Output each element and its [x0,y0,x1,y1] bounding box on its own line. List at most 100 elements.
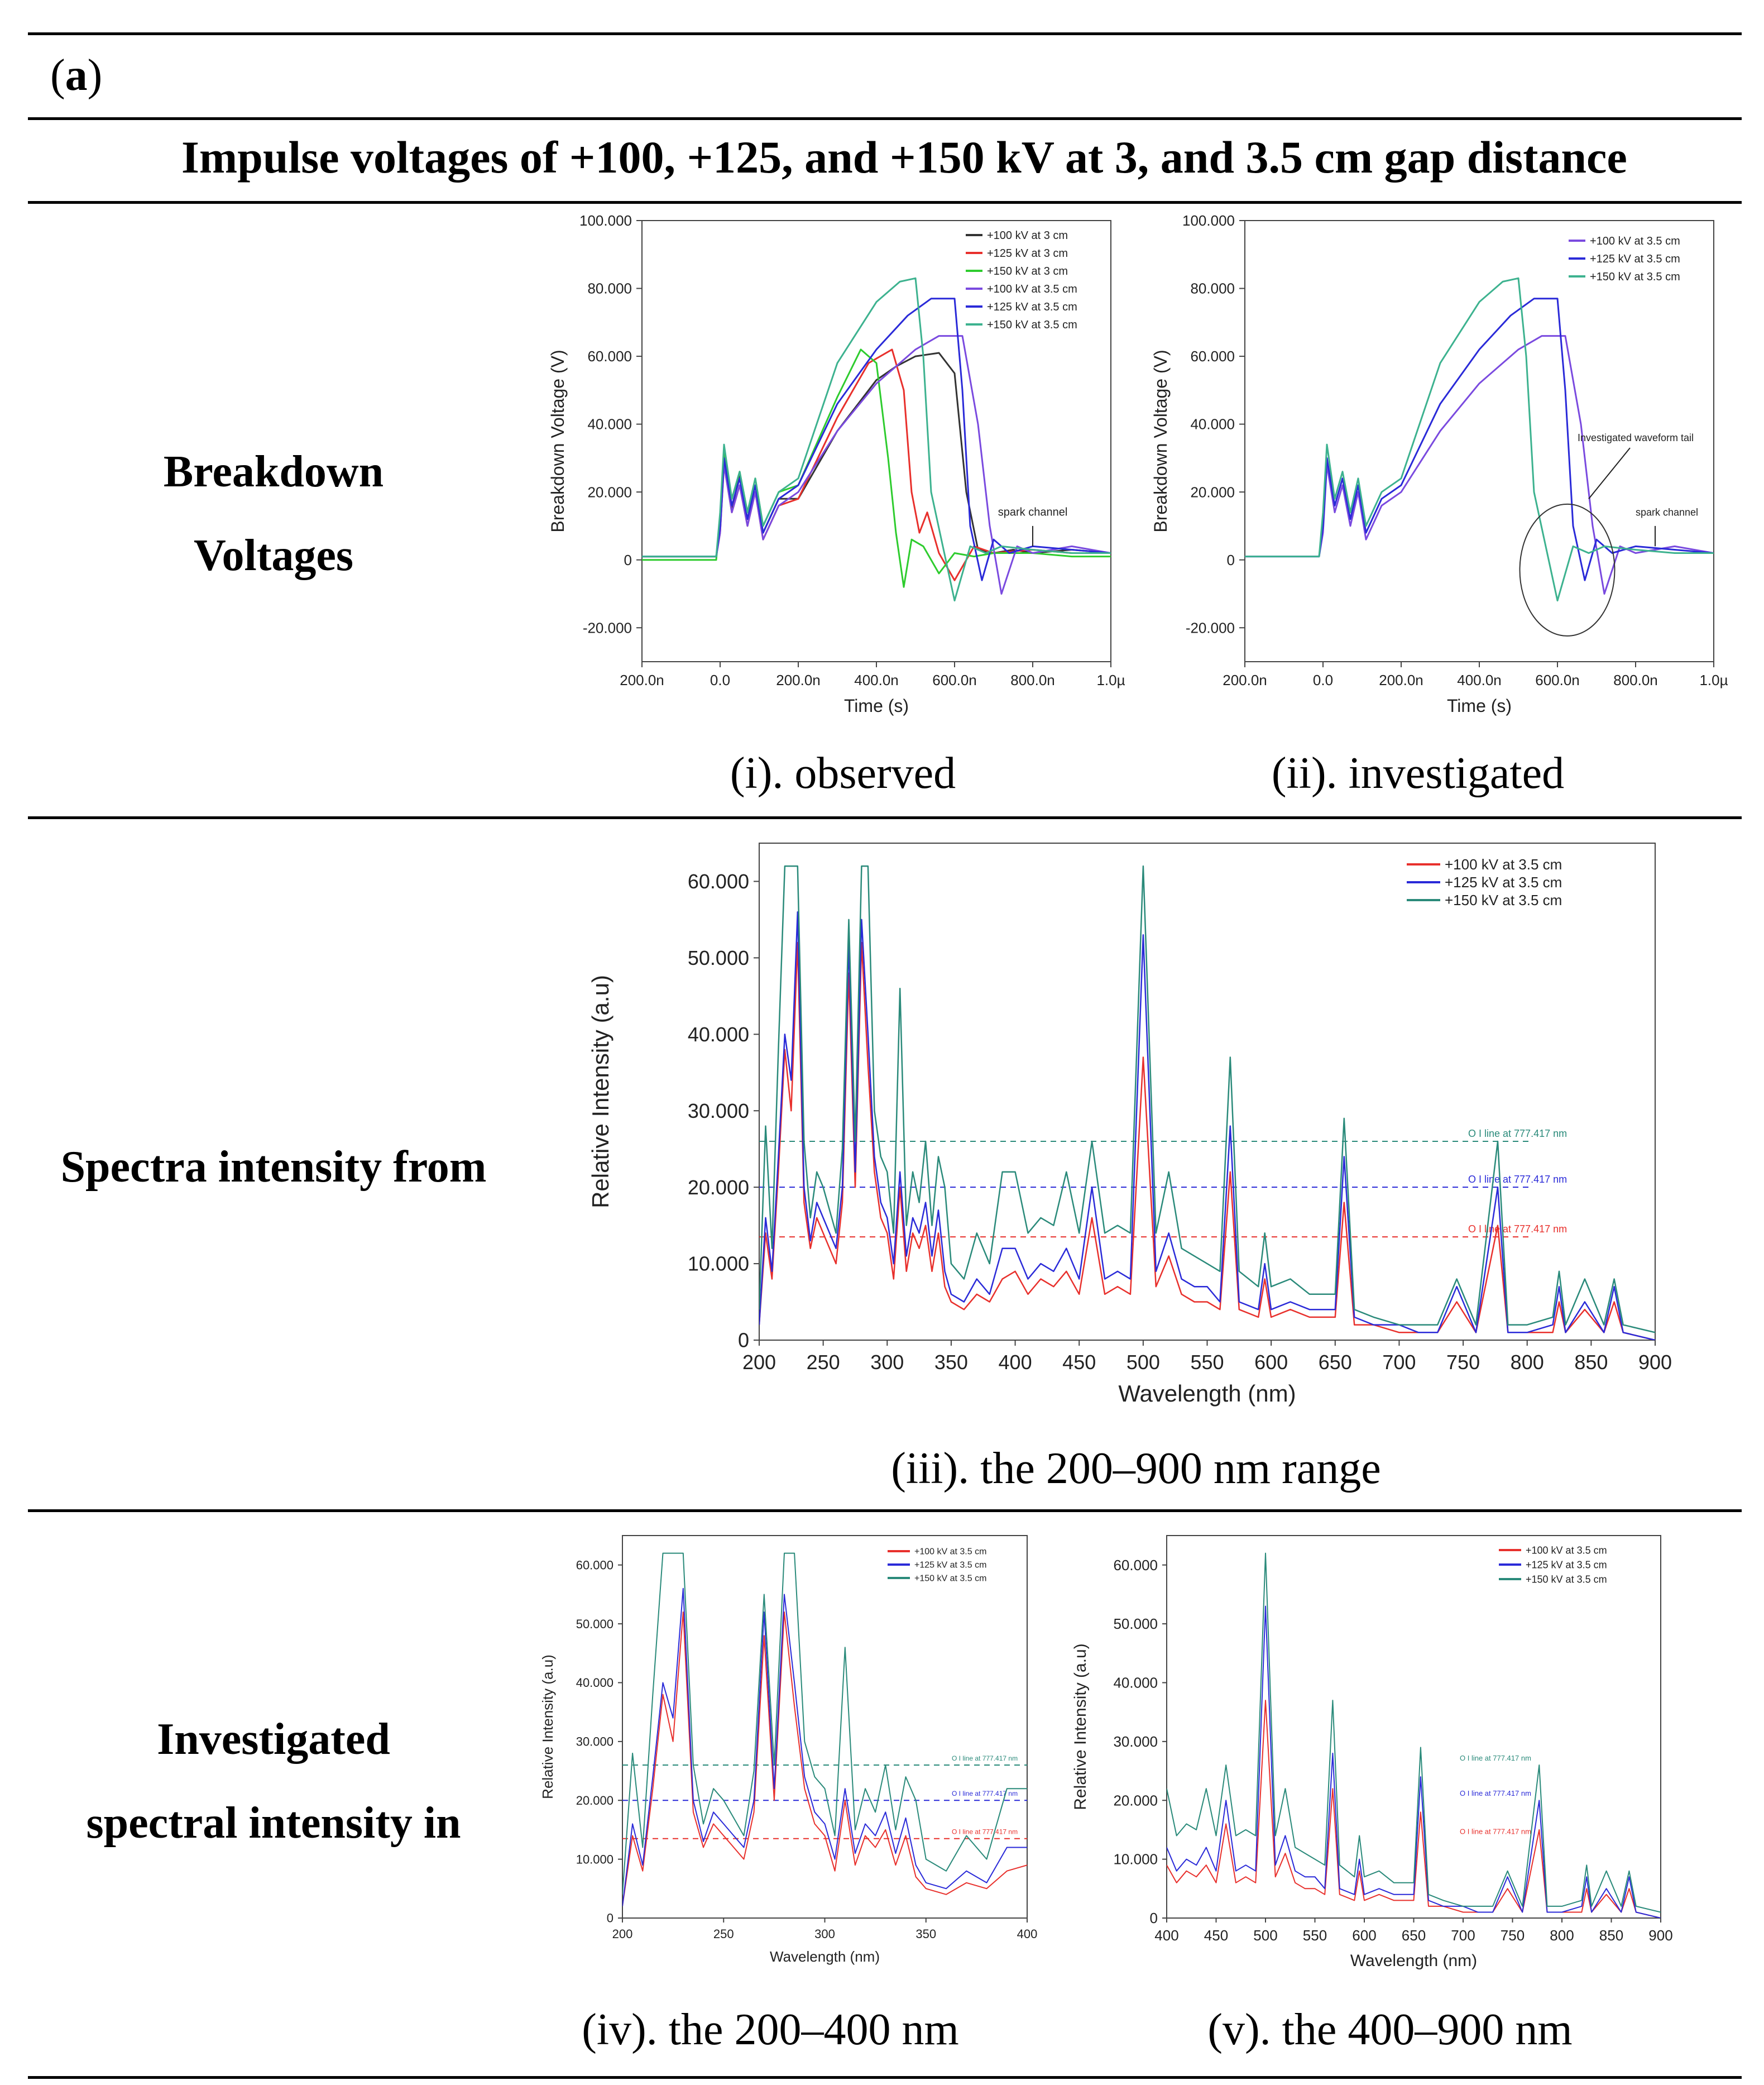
reference-line-label: O I line at 777.417 nm [1460,1789,1531,1797]
reference-line-label: O I line at 777.417 nm [1468,1128,1567,1139]
x-tick-label: 750 [1501,1927,1525,1944]
x-tick-label: 200.0n [620,672,664,688]
y-tick-label: 50.000 [1113,1615,1158,1632]
chart-spectra-400-900: 400 450 500 550 600 650 700 750 800 850 900 0 10.000… [1071,1535,1673,1970]
header-bottom-rule [28,201,1742,204]
x-tick-label: 400.0n [854,672,899,688]
series-line [759,865,1655,1333]
y-tick-label: 40.000 [1190,416,1235,433]
x-tick-label: 200 [742,1351,776,1374]
y-tick-label: 60.000 [576,1558,613,1572]
reference-line-label: O I line at 777.417 nm [1468,1174,1567,1185]
x-tick-label: 350 [934,1351,968,1374]
x-tick-label: 600 [1352,1927,1376,1944]
series-line [1167,1700,1661,1918]
legend-entry: +150 kV at 3.5 cm [987,319,1077,331]
annotation-waveform-tail: Investigated waveform tail [1578,432,1694,443]
x-tick-label: 200.0n [776,672,821,688]
table-bottom-rule [28,2076,1742,2079]
series-line [622,1611,1027,1907]
legend-entry: +125 kV at 3.5 cm [1590,253,1680,265]
chart-spectra-200-400: 200 250 300 350 400 0 10.000 20.000 30.000 40.000… [539,1535,1037,1965]
y-tick-label: 30.000 [1113,1733,1158,1750]
x-tick-label: 850 [1599,1927,1623,1944]
x-axis-label: Wavelength (nm) [1350,1952,1477,1970]
legend-entry: +125 kV at 3 cm [987,247,1068,260]
legend-entry: +150 kV at 3.5 cm [1526,1574,1607,1585]
series-line [642,298,1111,581]
reference-line-label: O I line at 777.417 nm [952,1754,1018,1762]
x-tick-label: 750 [1446,1351,1480,1374]
x-tick-label: 800.0n [1010,672,1055,688]
x-tick-label: 650 [1319,1351,1352,1374]
y-tick-label: 20.000 [576,1794,613,1807]
y-tick-label: 40.000 [1113,1675,1158,1691]
series-line [622,1587,1027,1907]
legend-entry: +100 kV at 3.5 cm [914,1547,986,1557]
legend-entry: +150 kV at 3 cm [987,265,1068,278]
x-tick-label: 1.0µ [1096,672,1125,688]
y-tick-label: 40.000 [587,416,632,433]
reference-line-label: O I line at 777.417 nm [1460,1754,1531,1762]
row-label-investigated: Investigated spectral intensity in [86,1715,461,1848]
y-axis-label: Breakdown Voltage (V) [1151,350,1171,532]
legend-entry: +125 kV at 3.5 cm [1445,874,1562,891]
x-tick-label: 700 [1382,1351,1416,1374]
x-tick-label: 800 [1550,1927,1574,1944]
caption-iv: (iv). the 200–400 nm [582,2005,959,2054]
plot-frame [759,843,1656,1341]
legend-entry: +125 kV at 3.5 cm [1526,1559,1607,1570]
y-axis-label: Breakdown Voltage (V) [548,350,568,532]
x-tick-label: 800.0n [1613,672,1658,688]
x-tick-label: 900 [1648,1927,1672,1944]
y-tick-label: 50.000 [688,946,749,969]
reference-line-label: O I line at 777.417 nm [1460,1828,1531,1836]
legend-entry: +100 kV at 3.5 cm [1590,235,1680,247]
x-tick-label: 250 [713,1927,734,1941]
x-tick-label: 650 [1402,1927,1426,1944]
x-tick-label: 600.0n [1535,672,1580,688]
y-tick-label: 10.000 [688,1252,749,1275]
x-tick-label: 500 [1127,1351,1160,1374]
y-tick-label: 20.000 [688,1176,749,1199]
reference-line-label: O I line at 777.417 nm [1468,1223,1567,1235]
x-axis-label: Wavelength (nm) [1118,1380,1296,1407]
series-line [1245,335,1714,595]
x-tick-label: 200 [612,1927,633,1941]
y-axis-label: Relative Intensity (a.u) [1071,1643,1090,1810]
x-tick-label: 300 [814,1927,835,1941]
legend-entry: +100 kV at 3.5 cm [987,283,1077,295]
y-tick-label: 40.000 [576,1676,613,1690]
x-tick-label: 400 [1154,1927,1178,1944]
chart-breakdown-observed: 200.0n 0.0 200.0n 400.0n 600.0n 800.0n 1.0µ -20… [548,212,1125,716]
y-tick-label: -20.000 [1186,619,1235,636]
caption-i: (i). observed [730,749,956,798]
y-tick-label: 20.000 [1190,484,1235,500]
y-tick-label: 20.000 [587,484,632,500]
legend-entry: +100 kV at 3.5 cm [1445,856,1562,873]
y-tick-label: 80.000 [587,280,632,297]
row2-bottom-rule [28,1509,1742,1512]
y-tick-label: 60.000 [1190,348,1235,365]
x-axis-label: Wavelength (nm) [770,1948,880,1965]
x-tick-label: 0.0 [1313,672,1333,688]
x-tick-label: 600 [1254,1351,1288,1374]
caption-v: (v). the 400–900 nm [1207,2005,1573,2054]
y-tick-label: 0 [1227,552,1235,568]
y-tick-label: 80.000 [1190,280,1235,297]
x-tick-label: 800 [1511,1351,1544,1374]
annotation-spark-channel: spark channel [998,506,1068,519]
x-tick-label: 0.0 [710,672,730,688]
series-line [1245,298,1714,581]
series-line [1167,1552,1661,1913]
x-tick-label: 400.0n [1457,672,1502,688]
y-tick-label: 20.000 [1113,1792,1158,1809]
y-axis-label: Relative Intensity (a.u) [587,975,613,1208]
legend-entry: +100 kV at 3.5 cm [1526,1544,1607,1556]
y-tick-label: 40.000 [688,1023,749,1046]
x-tick-label: 250 [807,1351,840,1374]
panel-label: (a) [50,51,103,100]
header-divider-rule [28,117,1742,120]
x-tick-label: 1.0µ [1699,672,1728,688]
x-tick-label: 700 [1451,1927,1475,1944]
